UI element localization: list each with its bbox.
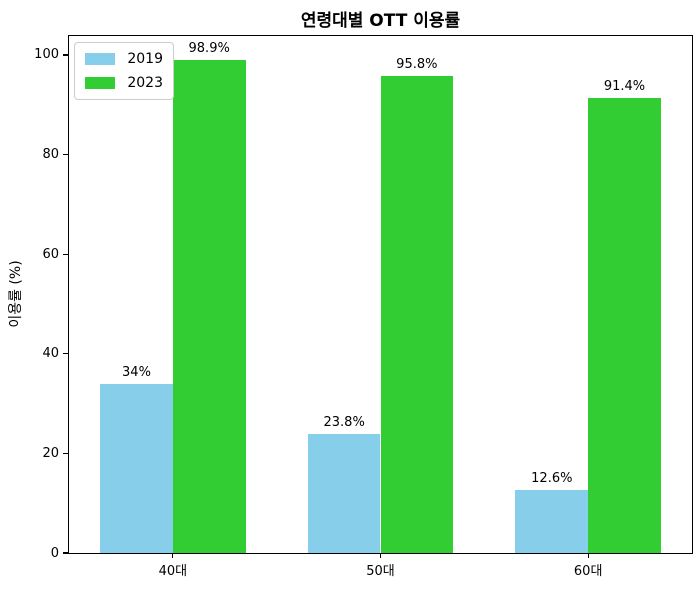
bar-label-2023-60대: 91.4% [603,78,646,94]
y-axis-label: 이용률 (%) [8,260,24,328]
legend-label-2019: 2019 [127,51,163,67]
x-tick [587,553,589,558]
y-tick-label: 80 [42,147,59,163]
y-tick [63,452,69,455]
legend-swatch-2019-icon [85,53,115,65]
bar-2019-50대 [307,434,381,553]
x-tick-label: 60대 [573,564,603,579]
legend-label-2023: 2023 [127,75,163,91]
x-tick-label: 50대 [366,564,395,579]
bar-2023-60대 [588,97,661,553]
bar-label-2019-50대: 23.8% [323,415,365,431]
y-tick [63,353,69,355]
bar-2023-40대 [172,60,246,553]
plot-area: 2019 2023 34% 98.9% 23.8% 95.8% 12.6% 91.4% [68,35,693,554]
bar-2023-50대 [380,75,454,553]
bar-2019-60대 [515,490,589,553]
bar-label-2019-60대: 12.6% [531,471,573,487]
legend-item-2019: 2019 [85,51,163,67]
y-tick [63,552,69,554]
y-tick-label: 0 [50,545,59,561]
legend-swatch-2023-icon [85,77,115,89]
y-tick [63,54,69,56]
bar-label-2023-50대: 95.8% [396,56,438,72]
y-tick-label: 40 [42,346,59,362]
x-tick [172,553,174,558]
y-tick [63,253,69,255]
x-tick [379,553,382,558]
bar-label-2023-40대: 98.9% [188,41,230,57]
x-tick-label: 40대 [158,564,188,579]
y-tick-label: 60 [42,246,59,262]
legend: 2019 2023 [74,42,174,100]
bar-label-2019-40대: 34% [122,364,151,380]
chart-title: 연령대별 OTT 이용률 [300,11,461,31]
y-tick-label: 100 [34,47,59,63]
y-tick [63,153,69,156]
bar-2019-40대 [100,383,173,553]
legend-item-2023: 2023 [85,75,163,91]
y-tick-label: 20 [42,445,59,461]
